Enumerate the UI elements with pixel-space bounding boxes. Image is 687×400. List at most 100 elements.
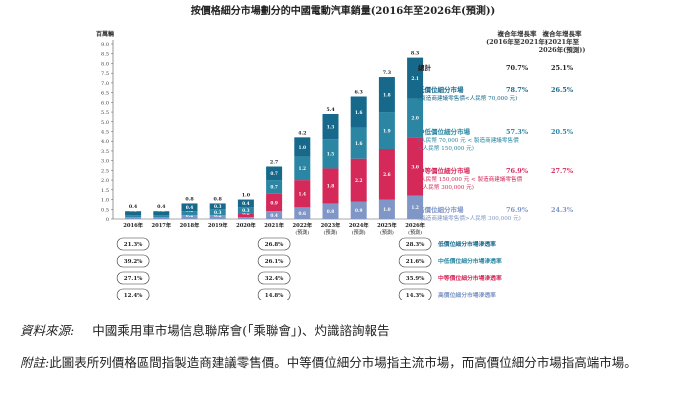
segment-label: 1.0 bbox=[299, 146, 306, 151]
penetration-pill bbox=[398, 288, 432, 300]
bar-total-label: 1.0 bbox=[242, 193, 251, 199]
source-note: 資料來源: 中國乘用車市場信息聯席會(「乘聯會」)、灼識諮詢報告 bbox=[20, 322, 389, 340]
axes: 0 0.5 1.0 1.5 2.0 2.5 3.0 3.5 4.0 4.5 5.0 5.5 6.0 6.5… bbox=[101, 40, 428, 223]
footnote: 附註:此圖表所列價格區間指製造商建議零售價。中等價位細分市場指主流市場，而高價位… bbox=[20, 354, 660, 372]
segment-label: 1.6 bbox=[355, 142, 362, 147]
legend-label: 中低價位細分市場 bbox=[418, 128, 470, 136]
y-tick-label: 7.0 bbox=[101, 81, 109, 87]
note-prefix: 附註: bbox=[20, 355, 50, 370]
y-tick-label: 4.5 bbox=[101, 130, 109, 136]
cagr-2021-2026-value: 20.5% bbox=[550, 128, 573, 136]
cagr-2016-2021-value: 78.7% bbox=[505, 86, 528, 94]
segment-label: 1.2 bbox=[299, 167, 306, 172]
y-tick-label: 6.0 bbox=[101, 100, 109, 106]
bar-segment bbox=[407, 98, 424, 138]
penetration-value: 14.8% bbox=[265, 293, 284, 299]
y-tick-label: 1.5 bbox=[101, 188, 109, 194]
x-category-label: 2021年 bbox=[264, 221, 284, 229]
bar-segment bbox=[181, 211, 198, 216]
x-category-sublabel: (預測) bbox=[380, 229, 394, 236]
segment-label: 0.9 bbox=[270, 201, 277, 206]
y-tick-label: 2.5 bbox=[101, 168, 109, 174]
cagr-2016-2021-value: 76.9% bbox=[505, 167, 528, 175]
bars: 0.10.00.10.20.42016年0.10.00.10.20.42017年… bbox=[123, 51, 425, 236]
x-category-label: 2023年 bbox=[321, 221, 341, 229]
cagr-2021-2026-value: 25.1% bbox=[550, 64, 573, 72]
cagr-2016-2021-value: 76.9% bbox=[505, 206, 528, 214]
x-category-sublabel: (預測) bbox=[324, 229, 338, 236]
cagr-2021-2026-value: 26.5% bbox=[550, 86, 573, 94]
bar-segment bbox=[153, 211, 170, 216]
bar-segment bbox=[237, 213, 254, 218]
penetration-pill bbox=[257, 288, 291, 300]
penetration-row-label: 中低價位細分市場滲透率 bbox=[438, 257, 502, 265]
note-text: 此圖表所列價格區間指製造商建議零售價。中等價位細分市場指主流市場，而高價位細分市… bbox=[49, 355, 637, 370]
bar-segment bbox=[125, 217, 142, 219]
x-category-sublabel: (預測) bbox=[352, 229, 366, 236]
penetration-value: 32.4% bbox=[265, 276, 284, 282]
y-tick-label: 2.0 bbox=[101, 178, 109, 184]
bar-segment bbox=[350, 127, 367, 159]
legend-row: 中低價位細分市場 (人民幣 70,000 元 < 製造商建議零售價 ≤人民幣 15… bbox=[418, 128, 528, 154]
penetration-pill bbox=[116, 237, 150, 251]
segment-label: 0.4 bbox=[270, 214, 277, 219]
penetration-row-label: 低價位細分市場滲透率 bbox=[437, 240, 496, 248]
segment-label: 1.9 bbox=[383, 129, 390, 134]
segment-label: 0.2 bbox=[186, 214, 193, 219]
bar-total-label: 7.3 bbox=[383, 70, 392, 76]
segment-label: 0.3 bbox=[214, 205, 221, 210]
penetration-table: 21.3% 26.8% 28.3% 低價位細分市場滲透率 39.2% 26.1% 21.6%… bbox=[116, 237, 502, 300]
bar-segment bbox=[322, 168, 339, 204]
penetration-value: 39.2% bbox=[124, 259, 143, 265]
penetration-value: 35.9% bbox=[406, 276, 425, 282]
legend-label: 總計 bbox=[418, 64, 431, 72]
y-tick-label: 4.0 bbox=[101, 139, 109, 145]
segment-label: 0.2 bbox=[242, 212, 249, 217]
legend-sublabel: (製造商建議零售價>人民幣 300,000 元) bbox=[418, 215, 521, 222]
bar-segment bbox=[378, 77, 395, 113]
segment-label: 0.4 bbox=[186, 206, 193, 211]
legend-label: 低價位細分市場 bbox=[418, 86, 464, 94]
segment-label: 1.4 bbox=[299, 193, 306, 198]
segment-label: 1.0 bbox=[383, 208, 390, 213]
cagr-2021-2026-value: 27.7% bbox=[550, 167, 573, 175]
segment-label: 1.6 bbox=[355, 111, 362, 116]
segment-label: 1.8 bbox=[327, 185, 334, 190]
cagr-2016-2021-value: 57.3% bbox=[505, 128, 528, 136]
legend-row: 中等價位細分市場 (人民幣 150,000 元 < 製造商建議零售價 ≤人民幣 3… bbox=[418, 167, 528, 193]
bar-segment bbox=[125, 211, 142, 216]
bar-segment bbox=[294, 180, 311, 208]
segment-label: 1.5 bbox=[327, 153, 334, 158]
penetration-pill bbox=[257, 271, 291, 285]
legend-sublabel: (製造商建議零售價<人民幣 70,000 元) bbox=[418, 95, 518, 102]
cagr-header-2016-2021: 複合年增長率 (2016年至2021年) bbox=[486, 30, 548, 46]
x-category-label: 2025年 bbox=[377, 221, 397, 229]
x-category-label: 2024年 bbox=[349, 221, 369, 229]
bar-segment bbox=[181, 215, 198, 219]
bar-total-label: 0.4 bbox=[157, 204, 166, 210]
x-category-label: 2016年 bbox=[123, 221, 143, 229]
bar-total-label: 8.3 bbox=[411, 51, 420, 57]
x-category-label: 2026年 bbox=[405, 221, 425, 229]
penetration-pill bbox=[398, 254, 432, 268]
legend: 複合年增長率 (2016年至2021年) 複合年增長率 (2021年至 2026… bbox=[412, 30, 682, 290]
segment-label: 0.2 bbox=[129, 209, 136, 214]
y-tick-label: 6.5 bbox=[101, 91, 109, 97]
segment-label: 1.8 bbox=[383, 93, 390, 98]
y-tick-label: 5.0 bbox=[101, 120, 109, 126]
bar-segment bbox=[153, 217, 170, 219]
y-tick-label: 0 bbox=[106, 217, 109, 223]
x-category-label: 2022年 bbox=[292, 221, 312, 229]
segment-label: 2.6 bbox=[383, 173, 390, 178]
chart-title: 按價格細分市場劃分的中國電動汽車銷量(2016年至2026年(預測)) bbox=[191, 4, 496, 17]
bar-segment bbox=[237, 217, 254, 219]
bar-segment bbox=[407, 57, 424, 99]
bar-segment bbox=[266, 180, 283, 194]
bar-segment bbox=[378, 149, 395, 200]
bar-total-label: 0.8 bbox=[214, 196, 223, 202]
segment-label: 0.7 bbox=[270, 172, 277, 177]
bar-segment bbox=[322, 203, 339, 219]
bar-segment bbox=[350, 96, 367, 128]
penetration-value: 28.3% bbox=[406, 242, 425, 248]
bar-total-label: 6.3 bbox=[355, 90, 364, 96]
